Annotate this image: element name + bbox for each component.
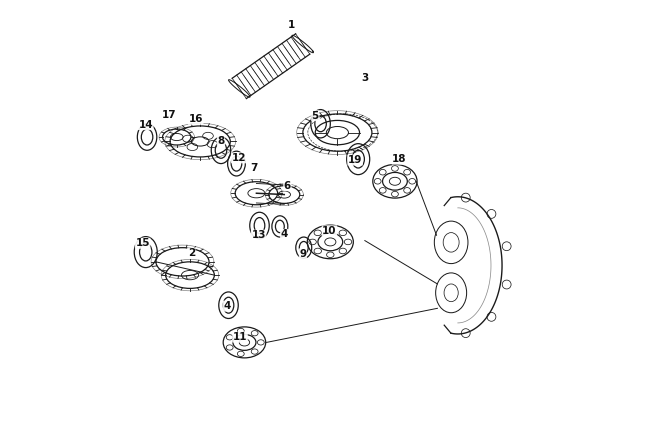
Text: 4: 4	[281, 230, 288, 239]
Text: 13: 13	[252, 230, 266, 240]
Text: 4: 4	[223, 301, 231, 311]
Text: 15: 15	[135, 238, 150, 248]
Text: 19: 19	[348, 155, 362, 165]
Text: 6: 6	[284, 181, 291, 191]
Text: 12: 12	[231, 153, 246, 163]
Text: 16: 16	[188, 114, 203, 124]
Text: 18: 18	[392, 154, 407, 164]
Text: 14: 14	[138, 119, 153, 130]
Text: 5: 5	[311, 111, 319, 121]
Text: 10: 10	[322, 226, 337, 236]
Text: 1: 1	[288, 20, 296, 30]
Text: 2: 2	[188, 248, 195, 258]
Text: 7: 7	[250, 163, 258, 173]
Text: 3: 3	[361, 73, 369, 83]
Text: 9: 9	[299, 249, 306, 259]
Text: 11: 11	[233, 332, 247, 342]
Text: 17: 17	[162, 110, 177, 120]
Text: 8: 8	[217, 136, 225, 147]
